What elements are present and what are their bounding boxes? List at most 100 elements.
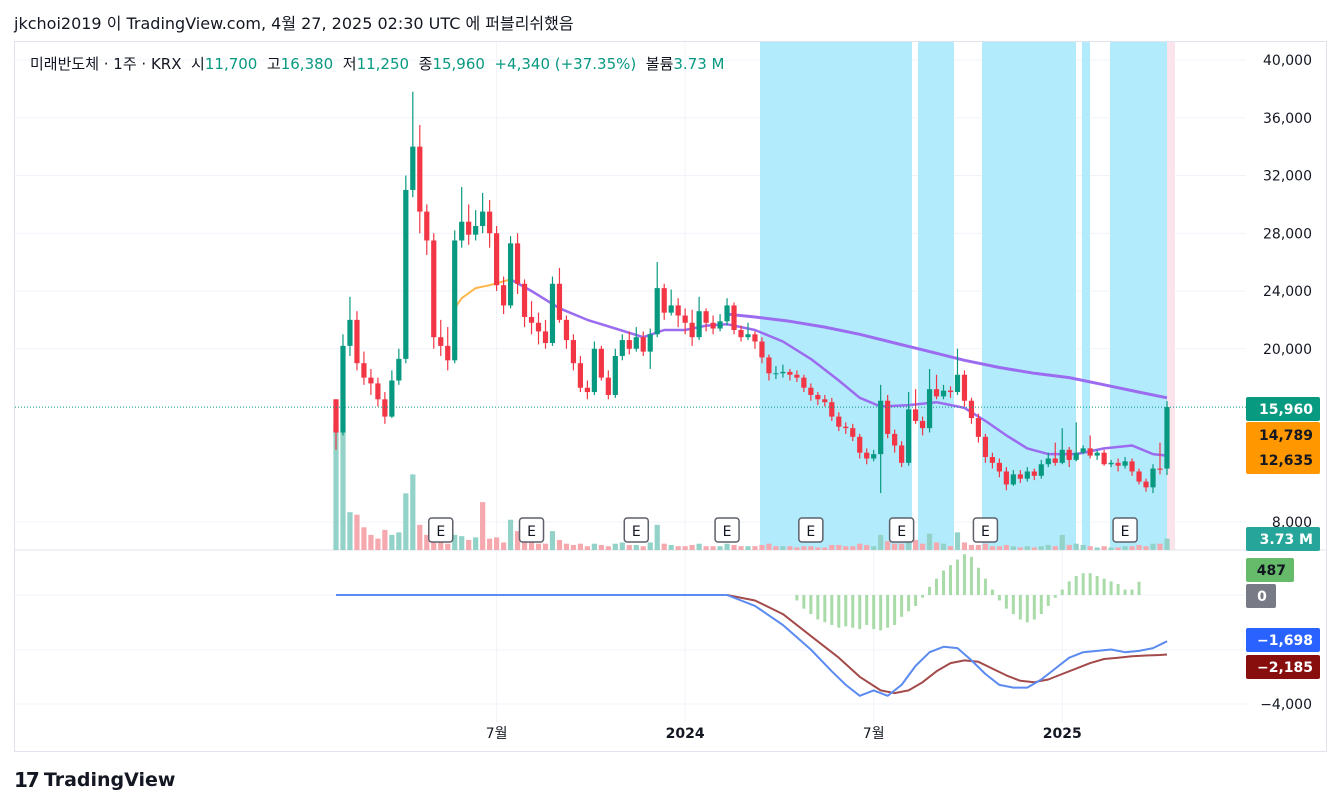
volume-bar — [431, 537, 437, 550]
ma-label-bg — [1246, 422, 1320, 474]
volume-bar — [1024, 546, 1030, 550]
volume-bar — [438, 542, 444, 550]
volume-bar — [1045, 544, 1051, 550]
candle-body — [640, 337, 646, 352]
macd-histogram-bar — [1004, 595, 1008, 609]
price-axis-tick: 32,000 — [1263, 169, 1312, 185]
macd-histogram-bar — [1123, 589, 1127, 595]
candle-body — [801, 377, 807, 388]
candle-body — [598, 348, 604, 378]
macd-histogram-bar — [809, 595, 813, 615]
volume-bar — [466, 539, 472, 550]
candle-body — [975, 418, 982, 437]
volume-bar — [850, 546, 856, 550]
volume-bar — [1094, 547, 1100, 550]
volume-bar — [808, 546, 814, 550]
candle-body — [570, 340, 577, 364]
earnings-marker-label: E — [1121, 524, 1130, 540]
symbol-name[interactable]: 미래반도체 · 1주 · KRX — [30, 55, 182, 73]
macd-histogram-bar — [1025, 595, 1029, 623]
candle-body — [1024, 471, 1030, 479]
symbol-legend: 미래반도체 · 1주 · KRX 시11,700 고16,380 저11,250… — [30, 53, 725, 74]
macd-histogram-bar — [1018, 595, 1022, 620]
volume-label: 볼륨 — [645, 55, 674, 73]
earnings-marker — [972, 517, 999, 543]
candle-body — [794, 374, 800, 378]
candle-body — [1010, 474, 1016, 485]
macd-histogram-bar — [997, 595, 1001, 601]
macd-histogram-bar — [893, 595, 897, 625]
candle-body — [989, 457, 996, 463]
candle-body — [605, 377, 611, 395]
price-axis-tick: 40,000 — [1263, 53, 1312, 69]
candle-body — [780, 371, 786, 374]
volume-bar — [710, 546, 716, 550]
candle-body — [647, 334, 653, 352]
volume-bar — [912, 539, 919, 550]
macd-histogram-bar — [1053, 595, 1057, 598]
macd-histogram-bar — [1102, 578, 1106, 595]
volume-bar — [647, 542, 653, 550]
volume-bar — [1031, 547, 1037, 550]
footer-brand[interactable]: 17 TradingView — [14, 768, 175, 792]
volume-bar — [521, 539, 528, 550]
candle-body — [773, 373, 779, 375]
volume-bar — [940, 543, 947, 550]
volume-bar — [612, 543, 618, 550]
volume-bar — [892, 543, 898, 550]
candle-body — [885, 400, 891, 434]
macd-histogram-bar — [900, 595, 904, 617]
candle-body — [403, 189, 409, 359]
volume-bar — [1059, 534, 1065, 550]
candle-body — [968, 400, 975, 419]
earnings-marker — [623, 517, 650, 543]
candle-body — [340, 345, 346, 433]
volume-bar — [347, 512, 353, 550]
long-ma-line — [726, 312, 1168, 400]
change-value: +4,340 (+37.35%) — [494, 55, 637, 73]
candle-body — [829, 402, 835, 417]
macd-histogram-bar — [1088, 573, 1092, 595]
macd-histogram-bar — [983, 578, 987, 595]
candle-body — [382, 399, 388, 417]
volume-bar — [675, 546, 681, 550]
macd-histogram-bar — [1032, 595, 1036, 620]
macd-value-label-bg — [1246, 628, 1320, 652]
macd-histogram-bar — [914, 595, 918, 606]
candle-body — [689, 322, 695, 338]
macd-axis-tick: −4,000 — [1260, 697, 1312, 713]
candle-body — [549, 283, 556, 343]
volume-bar — [500, 542, 507, 550]
candle-body — [445, 345, 451, 361]
volume-bar — [445, 543, 451, 550]
volume-bar — [424, 534, 430, 550]
volume-bar — [563, 543, 570, 550]
candle-body — [417, 146, 423, 212]
macd-histogram-bar — [942, 570, 946, 595]
volume-bar — [724, 543, 730, 550]
candle-body — [626, 340, 632, 349]
signal-value-label: −2,185 — [1257, 660, 1313, 676]
volume-bar — [794, 547, 800, 550]
macd-histogram-bar — [935, 578, 939, 595]
time-axis-tick: 7월 — [863, 726, 885, 742]
candle-body — [1136, 471, 1142, 482]
volume-bar — [368, 534, 374, 550]
candle-body — [1108, 462, 1114, 465]
candle-body — [843, 426, 849, 429]
candle-body — [1115, 462, 1121, 466]
candle-body — [899, 445, 905, 463]
macd-histogram-bar — [886, 595, 890, 628]
close-label: 종 — [418, 55, 433, 73]
macd-histogram-bar — [928, 586, 932, 595]
volume-bar — [899, 543, 905, 550]
volume-bar — [480, 502, 486, 550]
brand-name: TradingView — [43, 769, 176, 791]
candle-body — [864, 452, 870, 459]
highlight-band — [1082, 42, 1090, 550]
candle-body — [542, 331, 549, 343]
volume-bar — [843, 546, 849, 550]
ma1-price-label: 14,789 — [1259, 428, 1313, 444]
candle-body — [982, 436, 989, 458]
